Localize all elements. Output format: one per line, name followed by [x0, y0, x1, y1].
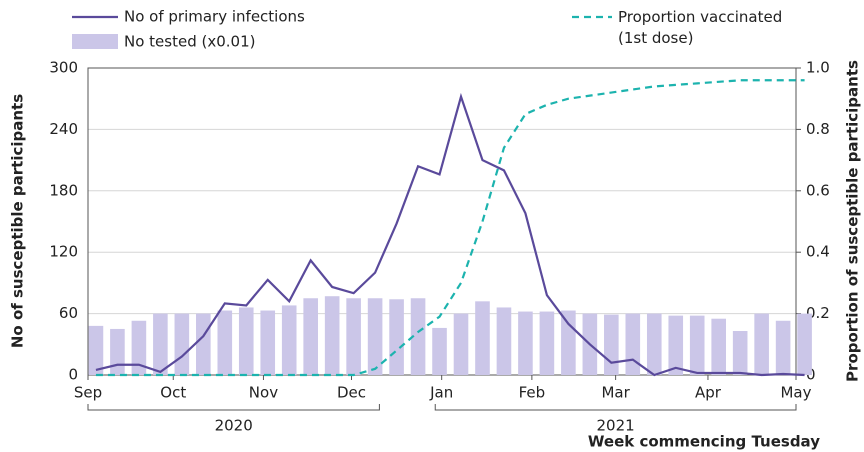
bar	[539, 311, 555, 375]
x-tick-label: Dec	[337, 384, 366, 402]
legend-label: Proportion vaccinated (1st dose)	[618, 8, 783, 47]
bar	[432, 327, 447, 375]
bar	[475, 301, 490, 375]
year-bracket	[87, 404, 380, 411]
bar	[174, 313, 190, 375]
y-tick-label: 300	[49, 59, 78, 77]
x-tick-label: Jan	[429, 384, 453, 402]
bar	[518, 311, 533, 375]
line	[95, 92, 805, 377]
bar	[732, 330, 748, 375]
y-axis-label: No of susceptible participants	[9, 94, 27, 348]
bar	[260, 310, 276, 375]
y-tick-label: 180	[49, 181, 78, 199]
bar	[453, 313, 469, 375]
x-tick-label: Nov	[249, 384, 278, 402]
y2-tick-label: 0.2	[806, 304, 830, 322]
y2-tick-label: 0.8	[806, 120, 830, 138]
bar	[88, 325, 104, 375]
bar	[324, 296, 340, 375]
y2-tick-label: 1.0	[806, 59, 830, 77]
y-tick-label: 0	[68, 366, 78, 384]
x-axis-label: Week commencing Tuesday	[588, 433, 820, 451]
bar	[303, 298, 318, 375]
bar	[646, 313, 662, 375]
bar	[496, 307, 512, 375]
bar	[110, 328, 125, 375]
bar	[711, 318, 726, 375]
y2-axis-label: Proportion of susceptible participants	[844, 60, 862, 382]
bar	[238, 307, 254, 375]
bar	[625, 313, 641, 375]
bar	[281, 305, 297, 375]
bar	[196, 313, 211, 375]
y-tick-label: 240	[49, 120, 78, 138]
legend-label: No tested (x0.01)	[124, 33, 255, 51]
dashed-line	[95, 79, 805, 377]
y-tick-label: 60	[59, 304, 78, 322]
bar	[131, 320, 147, 375]
x-tick-label: Oct	[160, 384, 186, 402]
x-tick-label: Sep	[74, 384, 102, 402]
year-bracket	[434, 404, 797, 411]
bar	[754, 313, 769, 375]
year-label: 2020	[215, 417, 253, 435]
bar	[410, 298, 426, 375]
year-label: 2021	[597, 417, 635, 435]
bar	[604, 314, 619, 375]
x-tick-label: Mar	[601, 384, 630, 402]
bar	[367, 298, 383, 375]
bar	[775, 320, 791, 375]
legend-swatch	[72, 34, 118, 49]
bar	[689, 315, 705, 375]
bar	[346, 298, 361, 375]
legend-label: No of primary infections	[124, 8, 305, 26]
bar	[668, 315, 684, 375]
bar	[561, 310, 576, 375]
x-tick-label: Feb	[519, 384, 546, 402]
y2-tick-label: 0.6	[806, 181, 830, 199]
x-tick-label: Apr	[695, 384, 722, 402]
bar	[217, 310, 233, 375]
y-tick-label: 120	[49, 243, 78, 261]
y2-tick-label: 0.4	[806, 243, 830, 261]
bar	[797, 313, 812, 375]
bar	[153, 313, 168, 375]
bar	[389, 299, 404, 375]
x-tick-label: May	[780, 384, 811, 402]
